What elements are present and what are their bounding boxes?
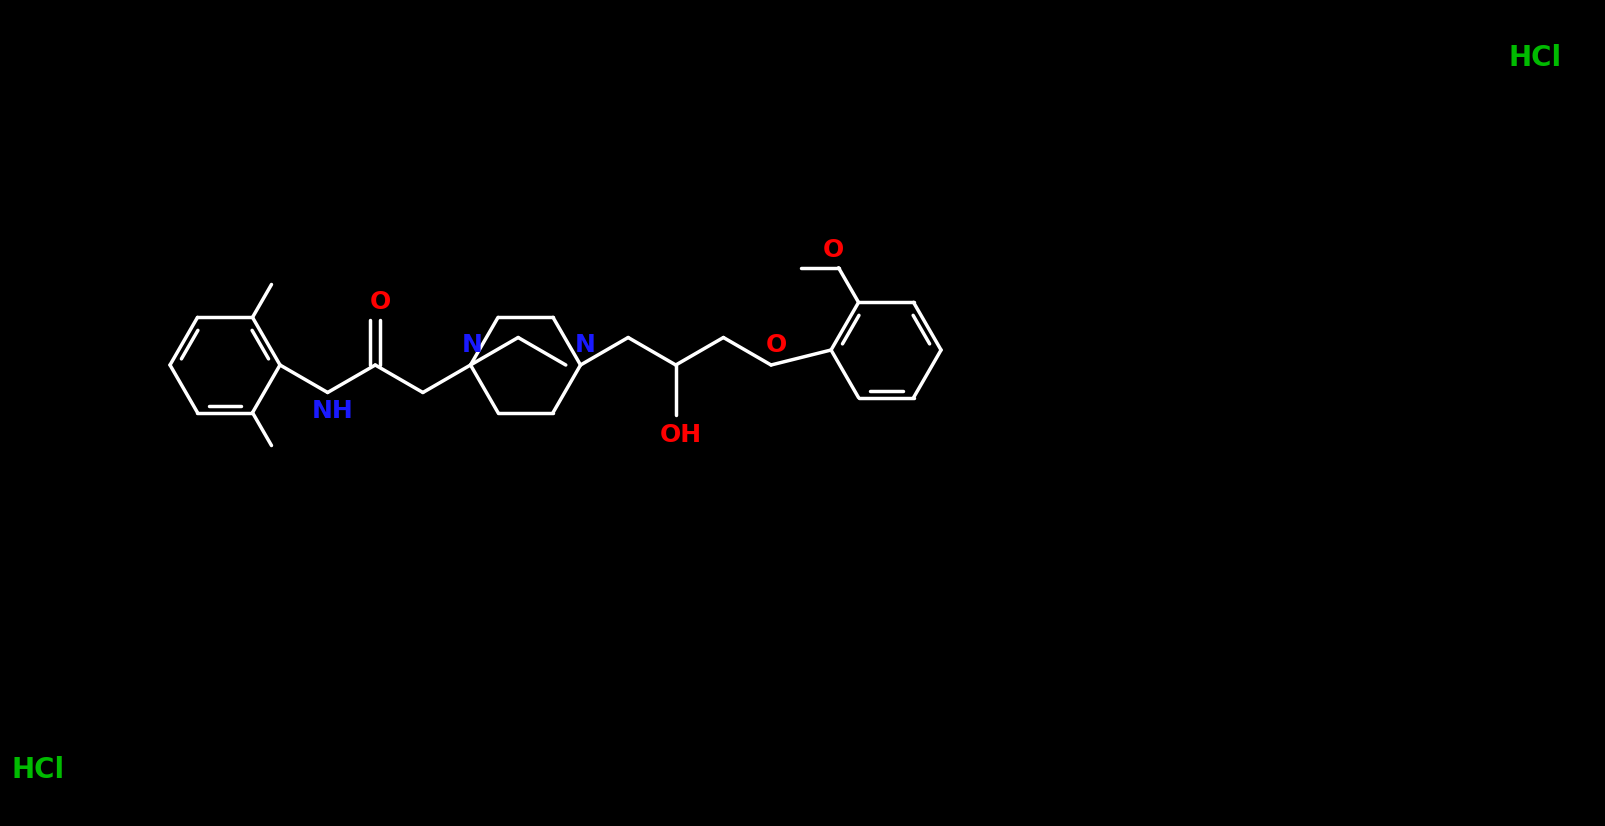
Text: N: N [462,333,483,357]
Text: OH: OH [660,423,701,447]
Text: N: N [575,333,595,357]
Text: O: O [822,238,844,262]
Text: NH: NH [311,398,353,423]
Text: O: O [766,333,786,357]
Text: O: O [369,290,390,314]
Text: HCl: HCl [1507,44,1560,72]
Text: HCl: HCl [11,756,64,784]
